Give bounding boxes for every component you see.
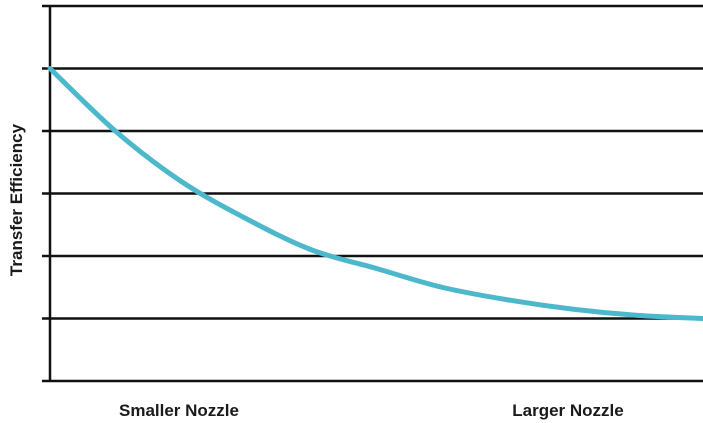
- series-line-0: [47, 66, 703, 321]
- y-axis-label: Transfer Efficiency: [7, 123, 26, 276]
- grid-lines: [42, 4, 703, 320]
- x-category-label-smaller: Smaller Nozzle: [119, 401, 239, 420]
- series-layer: [47, 66, 703, 321]
- x-category-label-larger: Larger Nozzle: [512, 401, 623, 420]
- labels-layer: Transfer Efficiency Smaller Nozzle Large…: [7, 123, 624, 420]
